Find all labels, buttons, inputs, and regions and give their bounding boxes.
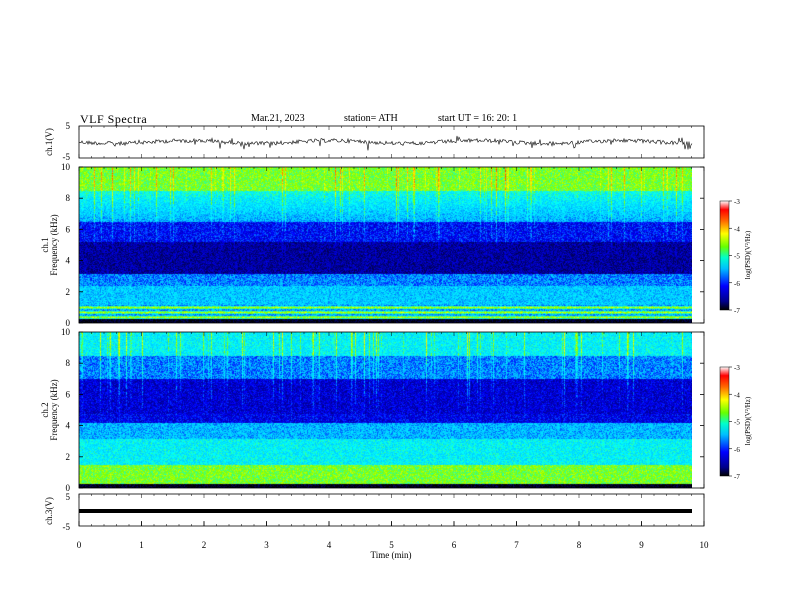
y-tick-label: 0 bbox=[66, 318, 71, 328]
x-tick-label: 1 bbox=[139, 540, 144, 550]
x-tick-label: 4 bbox=[327, 540, 332, 550]
colorbar-tick-label: -5 bbox=[734, 419, 740, 427]
ch2-colorbar: -3 -4 -5 -6 -7 log(PSD)(V²/Hz) bbox=[719, 364, 752, 481]
colorbar-tick-label: -5 bbox=[734, 253, 740, 261]
colorbar-tick-label: -6 bbox=[734, 446, 740, 454]
start-time-label: start UT = 16: 20: 1 bbox=[438, 113, 518, 124]
spectrogram-raster bbox=[79, 167, 692, 323]
ch1-colorbar-label: log(PSD)(V²/Hz) bbox=[744, 230, 752, 279]
colorbar-tick-label: -7 bbox=[734, 307, 740, 315]
y-tick-label: 4 bbox=[66, 256, 71, 266]
ch1-ylabel-frequency: Frequency (kHz) bbox=[49, 214, 59, 275]
x-tick-label: 3 bbox=[264, 540, 269, 550]
y-tick-label: 2 bbox=[66, 287, 71, 297]
x-axis-label: Time (min) bbox=[371, 550, 412, 560]
x-tick-label: 8 bbox=[577, 540, 582, 550]
ch3-waveform-line bbox=[79, 509, 692, 513]
ch2-spectrogram-image bbox=[79, 332, 692, 488]
ch2-ylabel-channel: ch.2 bbox=[40, 402, 50, 417]
ch3-ytick-neg5: -5 bbox=[63, 522, 71, 532]
ch1-ytick-neg5: -5 bbox=[63, 152, 71, 162]
y-tick-label: 6 bbox=[66, 389, 71, 399]
date-label: Mar.21, 2023 bbox=[251, 113, 305, 124]
colorbar-tick-label: -7 bbox=[734, 473, 740, 481]
ch3-waveform-panel: 5 -5 ch.3(V) 0 1 2 3 4 5 6 7 8 9 10 Time (min) bbox=[44, 126, 709, 560]
y-tick-label: 10 bbox=[61, 162, 71, 172]
y-tick-label: 8 bbox=[66, 193, 71, 203]
colorbar-tick-label: -6 bbox=[734, 280, 740, 288]
ch1-waveform-panel: 5 -5 ch.1(V) bbox=[44, 121, 705, 162]
ch3-ytick-5: 5 bbox=[66, 492, 71, 502]
x-tick-label: 6 bbox=[452, 540, 457, 550]
chart-title: VLF Spectra bbox=[80, 112, 148, 126]
y-tick-label: 4 bbox=[66, 421, 71, 431]
ch1-spectrogram-panel: 0 2 4 6 8 10 ch.1 Frequency (kHz) bbox=[40, 162, 705, 328]
ch1-ylabel: ch.1(V) bbox=[44, 128, 54, 156]
y-tick-label: 0 bbox=[66, 483, 71, 493]
colorbar-tick-label: -4 bbox=[734, 391, 740, 399]
ch1-spectrogram-image bbox=[79, 167, 692, 323]
y-tick-label: 10 bbox=[61, 327, 71, 337]
y-tick-label: 6 bbox=[66, 224, 71, 234]
spectrogram-raster bbox=[79, 332, 692, 488]
ch2-colorbar-label: log(PSD)(V²/Hz) bbox=[744, 396, 752, 445]
ch3-ylabel: ch.3(V) bbox=[44, 497, 54, 525]
colorbar-tick-label: -4 bbox=[734, 225, 740, 233]
y-tick-label: 8 bbox=[66, 358, 71, 368]
x-tick-label: 2 bbox=[202, 540, 207, 550]
x-tick-label: 9 bbox=[639, 540, 644, 550]
x-tick-label: 0 bbox=[77, 540, 82, 550]
ch1-waveform-line bbox=[79, 135, 693, 151]
x-tick-label: 10 bbox=[700, 540, 710, 550]
ch2-ylabel-frequency: Frequency (kHz) bbox=[49, 379, 59, 440]
ch1-colorbar: -3 -4 -5 -6 -7 log(PSD)(V²/Hz) bbox=[719, 198, 752, 315]
colorbar-tick-label: -3 bbox=[734, 198, 740, 206]
colorbar-tick-label: -3 bbox=[734, 364, 740, 372]
y-tick-label: 2 bbox=[66, 452, 71, 462]
ch2-spectrogram-panel: 0 2 4 6 8 10 ch.2 Frequency (kHz) bbox=[40, 327, 705, 493]
x-tick-label: 7 bbox=[514, 540, 519, 550]
station-label: station= ATH bbox=[344, 113, 398, 124]
x-tick-label: 5 bbox=[389, 540, 394, 550]
ch1-ylabel-channel: ch.1 bbox=[40, 237, 50, 252]
ch1-ytick-5: 5 bbox=[66, 121, 71, 131]
